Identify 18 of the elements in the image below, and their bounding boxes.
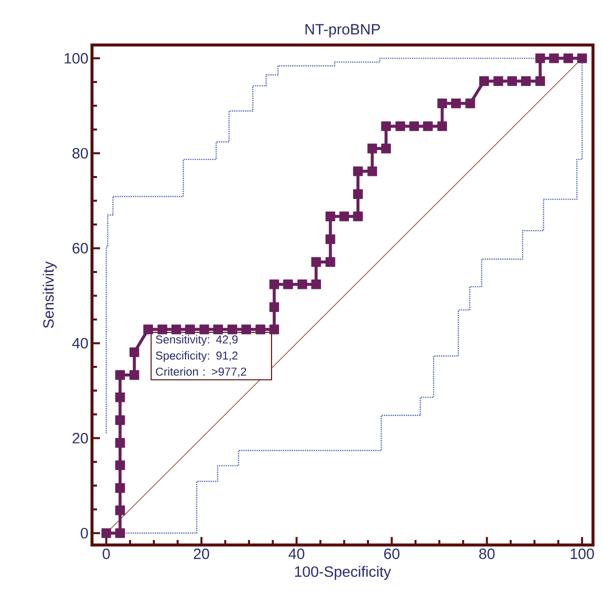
x-tick-label: 60 [384,548,400,560]
y-tick-label: 20 [72,432,88,444]
x-tick-label: 40 [288,548,304,560]
chart-title: NT-proBNP [306,24,380,38]
annotation: Specificity: 91,2 [156,351,238,362]
x-tick-label: 80 [479,548,495,560]
y-tick-label: 40 [72,338,88,348]
y-axis-title: Sensitivity [42,261,57,328]
annotation: Sensitivity: 42,9 [156,335,238,346]
x-axis-title: 100-Specificity [295,566,392,580]
annotation: Criterion : >977,2 [156,367,246,378]
x-tick-label: 100 [570,548,594,560]
y-tick-label: 80 [72,148,88,159]
y-tick-label: 0 [80,528,88,538]
x-tick-label: 0 [102,548,110,560]
x-tick-label: 20 [194,548,210,560]
y-tick-label: 100 [64,52,88,64]
y-tick-label: 60 [72,242,88,254]
